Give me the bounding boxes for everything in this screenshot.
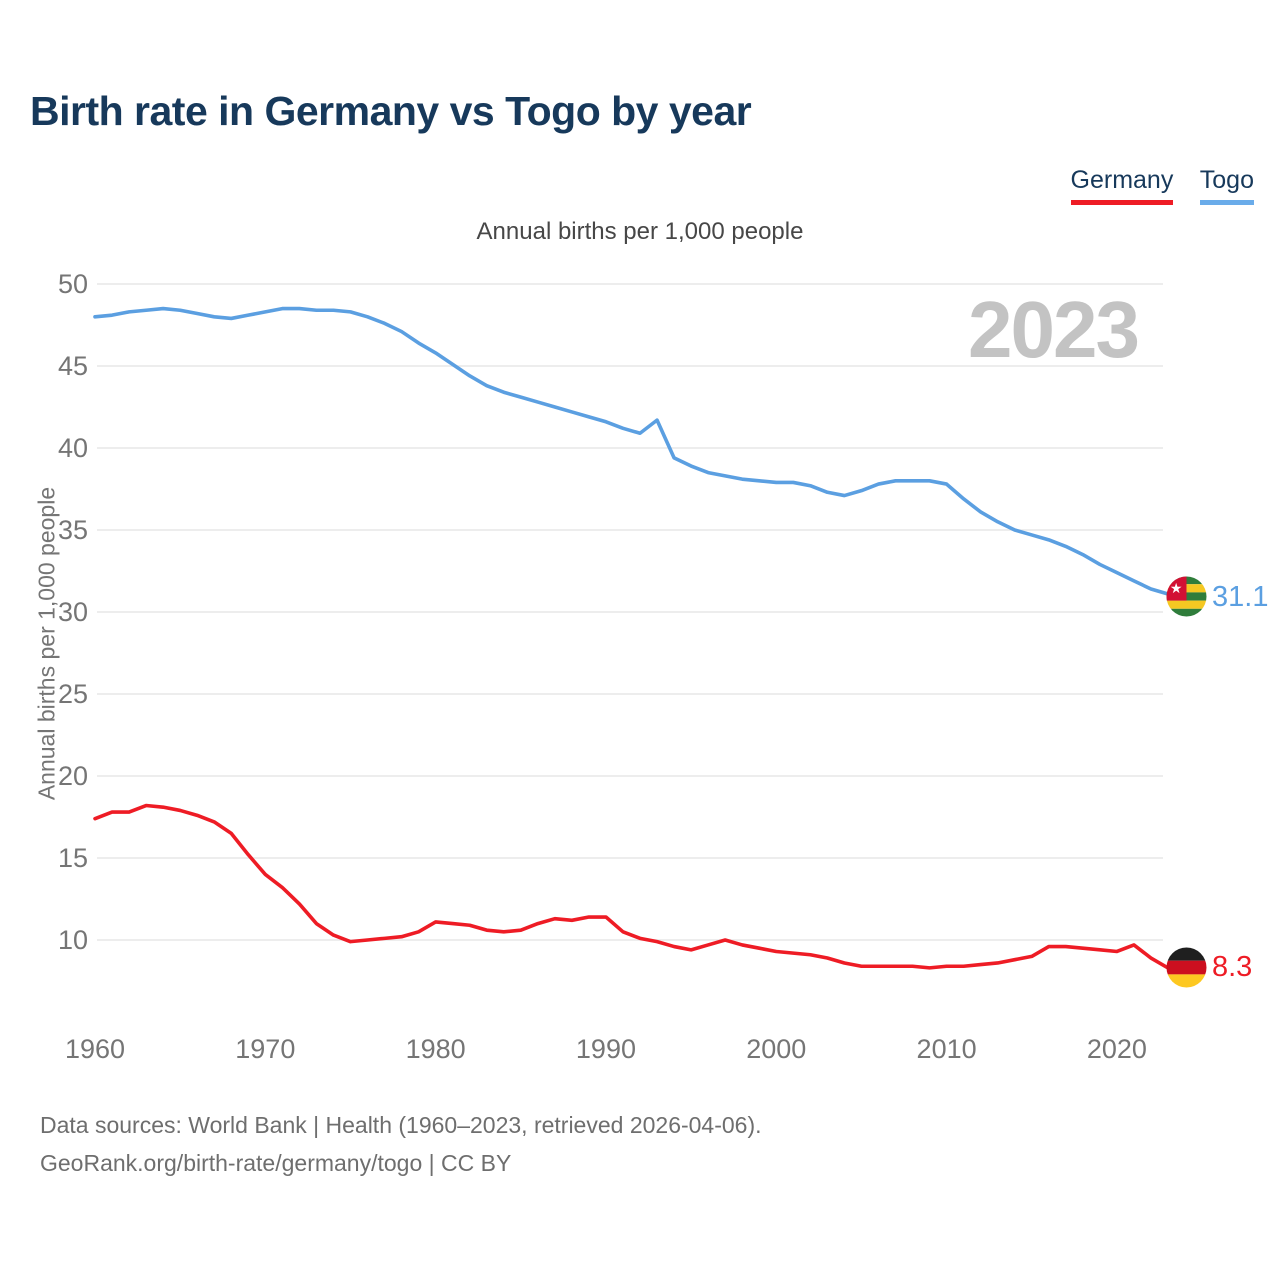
- legend-item-togo[interactable]: Togo: [1199, 166, 1254, 205]
- watermark-year: 2023: [968, 285, 1140, 374]
- chart-subtitle: Annual births per 1,000 people: [476, 218, 804, 245]
- footer-attribution: GeoRank.org/birth-rate/germany/togo | CC…: [40, 1150, 512, 1176]
- page-title: Birth rate in Germany vs Togo by year: [30, 88, 752, 134]
- x-tick-label: 1980: [406, 1034, 466, 1064]
- y-tick-label: 45: [58, 351, 88, 381]
- series-line-togo[interactable]: [93, 306, 1170, 596]
- togo-flag-icon: ★: [1166, 576, 1207, 617]
- footer-data-sources: Data sources: World Bank | Health (1960–…: [40, 1112, 762, 1138]
- y-tick-label: 20: [58, 761, 88, 791]
- y-tick-label: 50: [58, 269, 88, 299]
- germany-flag-icon: [1166, 947, 1207, 988]
- x-tick-label: 2010: [917, 1034, 977, 1064]
- legend: Germany Togo: [1049, 166, 1254, 205]
- x-tick-label: 2000: [746, 1034, 806, 1064]
- x-tick-label: 1990: [576, 1034, 636, 1064]
- y-tick-label: 35: [58, 515, 88, 545]
- series-line-germany[interactable]: [93, 803, 1170, 970]
- y-tick-label: 40: [58, 433, 88, 463]
- y-tick-label: 10: [58, 925, 88, 955]
- togo-end-value-label: 31.1: [1212, 581, 1269, 613]
- x-tick-label: 1960: [65, 1034, 125, 1064]
- x-tick-label: 1970: [235, 1034, 295, 1064]
- germany-end-value-label: 8.3: [1212, 951, 1253, 983]
- y-tick-label: 30: [58, 597, 88, 627]
- svg-text:★: ★: [1170, 581, 1183, 597]
- footer: Data sources: World Bank | Health (1960–…: [40, 1106, 762, 1182]
- y-tick-label: 15: [58, 843, 88, 873]
- y-tick-label: 25: [58, 679, 88, 709]
- legend-item-germany[interactable]: Germany: [1070, 166, 1174, 205]
- x-tick-label: 2020: [1087, 1034, 1147, 1064]
